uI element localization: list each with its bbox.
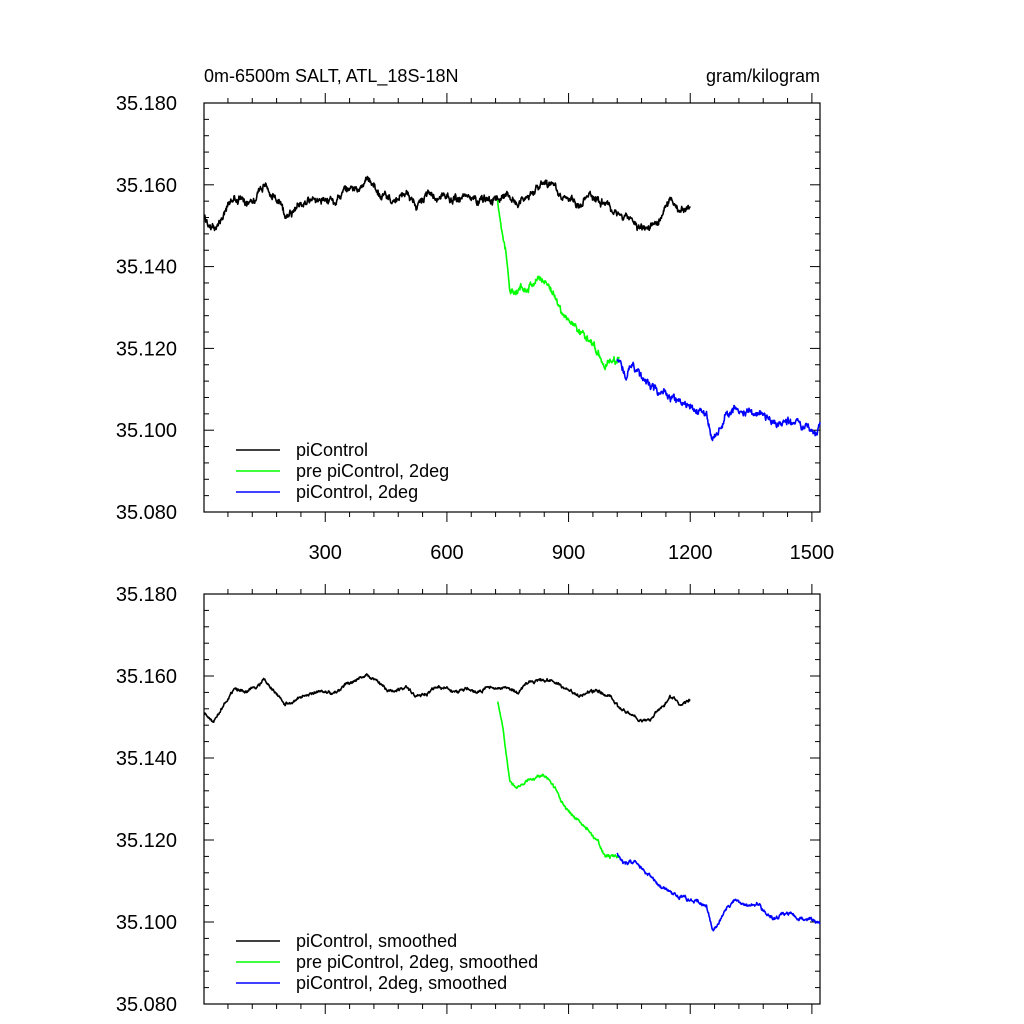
top-xtick-label: 900 (552, 542, 585, 564)
top-ytick-label: 35.080 (116, 502, 177, 524)
top-plot-frame (203, 102, 821, 513)
top-xtick-label: 600 (430, 542, 463, 564)
top-tick-group: 35.080 35.100 35.120 35.140 35.160 35.180 300 6… (116, 93, 834, 564)
top-legend-label-picontrol: piControl (296, 440, 368, 460)
bottom-panel: 35.080 35.100 35.120 35.140 35.160 35.180 piC… (116, 584, 821, 1016)
bottom-ytick-label: 35.180 (116, 584, 177, 606)
bottom-series-pre-picontrol-2deg-smoothed (496, 701, 620, 860)
top-series-picontrol (203, 175, 691, 232)
top-xtick-label: 1200 (668, 542, 713, 564)
top-ytick-label: 35.180 (116, 93, 177, 115)
top-legend-label-picontrol-2deg: piControl, 2deg (296, 482, 418, 502)
bottom-series-group (203, 673, 821, 932)
top-xtick-label: 300 (309, 542, 342, 564)
bottom-ytick-label: 35.120 (116, 830, 177, 852)
top-series-pre-picontrol-2deg (496, 199, 620, 371)
bottom-ytick-label: 35.160 (116, 666, 177, 688)
bottom-series-picontrol-smoothed (203, 673, 691, 724)
top-series-group (203, 175, 821, 442)
top-legend-label-pre-picontrol-2deg: pre piControl, 2deg (296, 461, 449, 481)
top-ytick-label: 35.140 (116, 257, 177, 279)
top-title-right: gram/kilogram (706, 66, 820, 86)
top-ytick-label: 35.160 (116, 175, 177, 197)
top-ytick-label: 35.100 (116, 420, 177, 442)
bottom-legend-label-picontrol-smoothed: piControl, smoothed (296, 931, 457, 951)
top-panel: 0m-6500m SALT, ATL_18S-18N gram/kilogram… (116, 66, 834, 564)
bottom-series-picontrol-2deg-smoothed (616, 852, 821, 932)
top-series-picontrol-2deg (616, 358, 821, 442)
top-title-left: 0m-6500m SALT, ATL_18S-18N (204, 66, 458, 87)
top-xtick-label: 1500 (790, 542, 835, 564)
bottom-ytick-label: 35.100 (116, 912, 177, 934)
top-ytick-label: 35.120 (116, 338, 177, 360)
bottom-plot-frame (203, 593, 821, 1005)
bottom-ytick-label: 35.080 (116, 994, 177, 1016)
bottom-legend-label-picontrol-2deg-smoothed: piControl, 2deg, smoothed (296, 973, 507, 993)
bottom-ytick-label: 35.140 (116, 748, 177, 770)
bottom-tick-group: 35.080 35.100 35.120 35.140 35.160 35.180 (116, 584, 820, 1016)
bottom-legend-label-pre-picontrol-2deg-smoothed: pre piControl, 2deg, smoothed (296, 952, 538, 972)
